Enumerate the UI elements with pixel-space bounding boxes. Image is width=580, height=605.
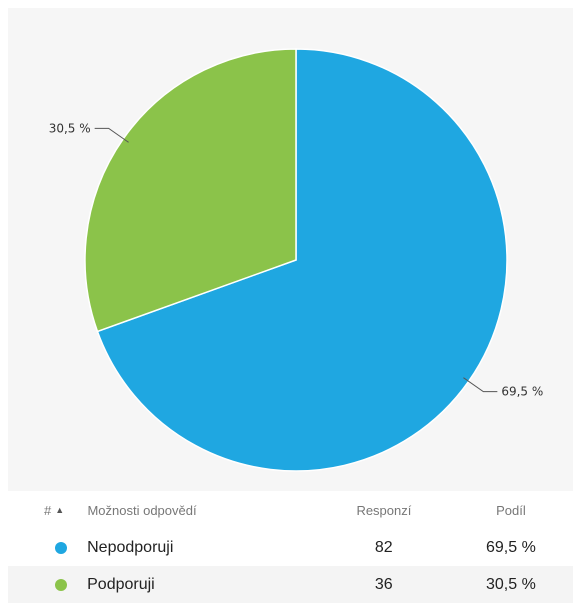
responses-count: 82 — [374, 538, 393, 556]
hash-column-header[interactable]: # ▲ — [8, 503, 79, 518]
table-row: Nepodporuji 82 69,5 % — [8, 529, 573, 566]
slice-label-1: 30,5 % — [49, 121, 91, 135]
series-color-dot-icon — [55, 578, 68, 591]
share-column-header[interactable]: Podíl — [496, 502, 526, 518]
slice-connector-0 — [463, 377, 498, 393]
color-cell — [8, 578, 79, 591]
series-color-dot-icon — [55, 541, 68, 554]
option-label: Podporuji — [87, 575, 155, 593]
color-cell — [8, 541, 79, 554]
responses-count: 36 — [374, 575, 393, 593]
sort-ascending-icon[interactable]: ▲ — [55, 505, 65, 515]
table-header: # ▲ Možnosti odpovědí Responzí Podíl — [8, 491, 573, 529]
share-value: 30,5 % — [485, 575, 536, 593]
share-value: 69,5 % — [485, 538, 536, 556]
slice-connector-1 — [94, 127, 129, 143]
responses-column-header[interactable]: Responzí — [356, 502, 412, 518]
chart-panel: 69,5 % 30,5 % — [8, 8, 573, 491]
hash-header-label: # — [44, 502, 52, 518]
results-table: # ▲ Možnosti odpovědí Responzí Podíl Nep… — [8, 491, 573, 603]
table-row: Podporuji 36 30,5 % — [8, 566, 573, 603]
option-label: Nepodporuji — [87, 538, 174, 556]
options-column-header[interactable]: Možnosti odpovědí — [87, 502, 197, 518]
pie-chart: 69,5 % 30,5 % — [49, 48, 543, 472]
slice-label-0: 69,5 % — [501, 385, 543, 399]
